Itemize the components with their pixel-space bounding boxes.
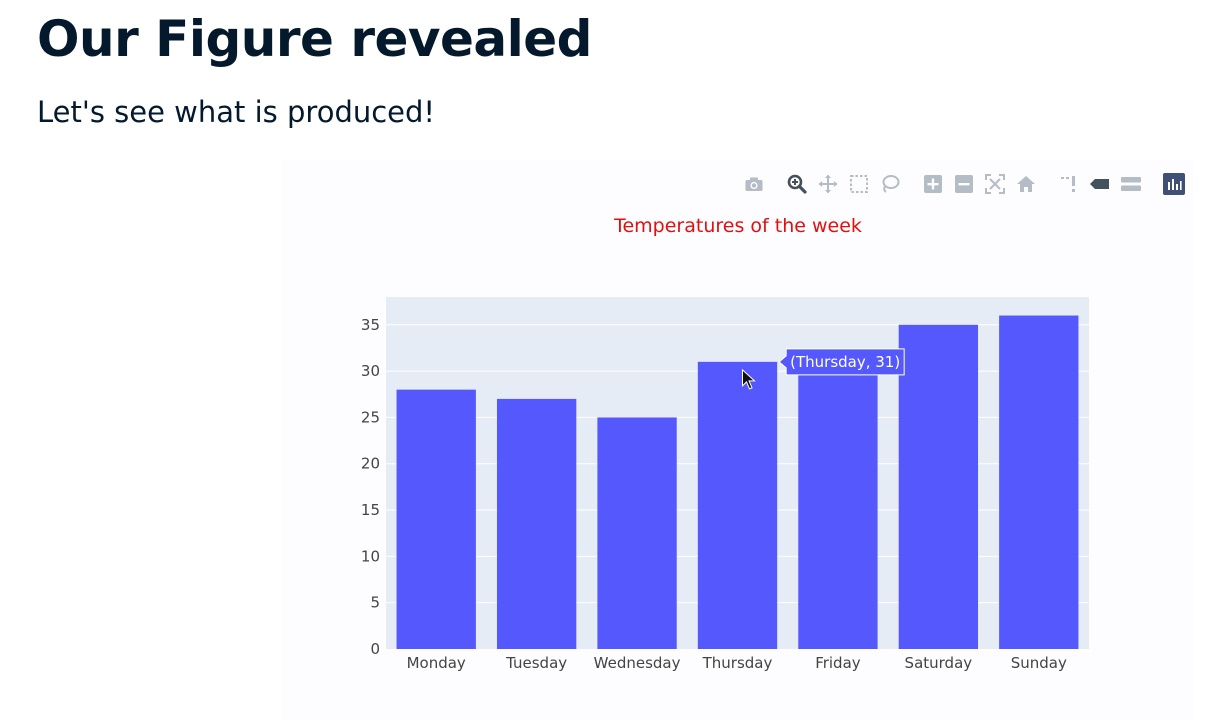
hover-tooltip: (Thursday, 31) [778,348,905,376]
hover-tooltip-box [778,348,905,376]
page-title: Our Figure revealed [37,10,592,68]
box-select-icon[interactable] [847,172,871,196]
y-tick-label: 15 [361,501,380,519]
plotly-modebar [735,170,1186,198]
y-tick-label: 20 [361,455,380,473]
y-tick-label: 5 [370,594,380,612]
hover-tooltip-label: (Thursday, 31) [790,353,900,371]
y-tick-label: 30 [361,362,380,380]
zoom-out-icon[interactable] [952,172,976,196]
y-tick-label: 25 [361,408,380,426]
mouse-cursor-icon [742,368,756,390]
zoom-icon[interactable] [785,172,809,196]
x-tick-label: Wednesday [594,654,681,672]
x-tick-label: Friday [815,654,861,672]
spike-lines-icon[interactable] [1057,172,1081,196]
bar-chart: Temperatures of the week 0 5 10 15 20 25 30 35 Mo… [361,215,1089,672]
lasso-select-icon[interactable] [878,172,902,196]
bar-wednesday[interactable] [597,417,677,649]
reset-axes-icon[interactable] [1014,172,1038,196]
plotly-logo-icon[interactable] [1162,172,1186,196]
x-tick-label: Saturday [905,654,973,672]
bar-sunday[interactable] [999,315,1079,649]
hover-compare-icon[interactable] [1119,172,1143,196]
y-tick-label: 0 [370,640,380,658]
x-tick-label: Monday [407,654,466,672]
bar-friday[interactable] [798,371,878,649]
y-tick-label: 35 [361,316,380,334]
bar-saturday[interactable] [898,324,979,649]
zoom-in-icon[interactable] [921,172,945,196]
y-tick-label: 10 [361,547,380,565]
bar-monday[interactable] [396,389,476,649]
autoscale-icon[interactable] [983,172,1007,196]
bar-thursday[interactable] [697,361,778,649]
x-tick-label: Tuesday [505,654,567,672]
pan-icon[interactable] [816,172,840,196]
bar-tuesday[interactable] [496,398,577,649]
chart-title: Temperatures of the week [613,215,862,237]
camera-icon[interactable] [742,172,766,196]
hover-closest-icon[interactable] [1088,172,1112,196]
x-tick-label: Thursday [702,654,773,672]
plotly-figure: Temperatures of the week 0 5 10 15 20 25 30 35 Mo… [282,160,1194,720]
x-tick-label: Sunday [1011,654,1067,672]
page-subtitle: Let's see what is produced! [37,95,436,129]
